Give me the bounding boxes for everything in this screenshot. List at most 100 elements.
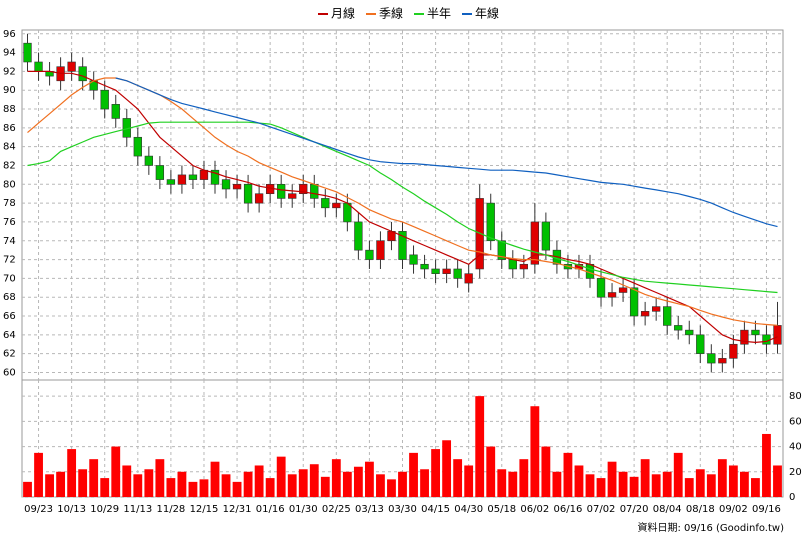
candle-body [729, 343, 738, 359]
volume-bar [254, 465, 264, 497]
y-tick-label: 96 [3, 29, 16, 40]
candle-body [144, 155, 153, 166]
y-tick-label: 66 [3, 311, 16, 322]
candle-body [409, 254, 418, 265]
volume-bar [34, 452, 43, 497]
volume-bar [728, 465, 738, 497]
volume-bar [762, 433, 771, 497]
candle-body [188, 174, 198, 180]
volume-bar [309, 464, 319, 497]
volume-bar [409, 452, 418, 497]
volume-bar [684, 478, 694, 497]
volume-bar [530, 406, 540, 497]
candle-body [254, 193, 264, 204]
candle-body [718, 358, 727, 364]
candle-body [607, 292, 617, 298]
candle-body [453, 268, 462, 279]
volume-bar [541, 446, 551, 497]
x-tick-label: 03/30 [388, 504, 417, 515]
candle-body [541, 221, 551, 251]
volume-bar [320, 476, 330, 497]
candle-body [442, 268, 451, 274]
volume-bar [651, 474, 661, 497]
volume-bar [574, 465, 584, 497]
x-tick-label: 12/31 [223, 504, 252, 515]
volume-bar [552, 471, 562, 497]
volume-bar [111, 446, 121, 497]
volume-bar [475, 396, 485, 497]
candle-body [288, 193, 297, 199]
volume-bar [695, 469, 705, 497]
volume-bar [717, 459, 727, 497]
volume-bar [23, 481, 32, 497]
candle-body [464, 273, 473, 284]
candle-body [133, 136, 142, 157]
x-tick-label: 04/30 [454, 504, 483, 515]
volume-bar [199, 479, 209, 497]
candle-body [243, 184, 253, 204]
candle-body [376, 240, 385, 260]
ma-line [27, 70, 778, 344]
candle-body [210, 169, 220, 185]
y-tick-label: 86 [3, 123, 16, 134]
x-tick-label: 04/15 [421, 504, 450, 515]
candle-body [696, 334, 705, 354]
candle-body [111, 104, 120, 119]
candle-body [685, 329, 694, 336]
candle-body [652, 306, 661, 312]
candle-body [629, 287, 639, 317]
candle-body [365, 249, 374, 260]
candle-body [773, 325, 782, 345]
volume-bar [221, 474, 231, 497]
volume-bar [155, 459, 165, 497]
candle-body [508, 259, 517, 270]
y-tick-label: 88 [3, 104, 16, 115]
volume-bar [431, 449, 440, 497]
y2-tick-label: 0 [789, 492, 795, 503]
volume-bar [188, 481, 198, 497]
x-tick-label: 12/15 [190, 504, 219, 515]
volume-bar [353, 466, 363, 497]
candle-body [354, 221, 363, 251]
y-tick-label: 78 [3, 198, 16, 209]
volume-bar [563, 452, 573, 497]
x-tick-label: 11/28 [156, 504, 185, 515]
volume-bar [177, 471, 187, 497]
volume-bar [265, 478, 275, 497]
candle-body [398, 231, 407, 260]
y-tick-label: 60 [3, 367, 16, 378]
volume-bar [618, 471, 628, 497]
y-tick-label: 74 [3, 236, 16, 247]
candle-body [199, 169, 209, 180]
candle-body [34, 61, 43, 72]
volume-bar [331, 459, 341, 497]
volume-bar [673, 452, 683, 497]
candle-body [23, 42, 32, 63]
candle-body [221, 179, 231, 190]
volume-bar [243, 471, 253, 497]
candle-body [67, 61, 76, 72]
volume-bar [751, 478, 760, 497]
candle-body [519, 263, 528, 270]
candle-body [166, 179, 176, 185]
legend-label: 月線 [331, 6, 355, 21]
volume-bar [519, 459, 529, 497]
candle-body [674, 325, 683, 331]
y2-tick-label: 20 [789, 467, 802, 478]
y-tick-label: 92 [3, 66, 16, 77]
candle-body [618, 287, 628, 293]
candle-body [177, 174, 187, 185]
volume-bar [398, 471, 407, 497]
x-tick-label: 07/02 [587, 504, 616, 515]
x-tick-label: 02/25 [322, 504, 351, 515]
y-tick-label: 64 [3, 330, 16, 341]
x-tick-label: 05/18 [487, 504, 516, 515]
candle-body [762, 334, 771, 345]
candle-body [486, 202, 495, 242]
x-tick-label: 10/29 [90, 504, 119, 515]
volume-bar [133, 474, 143, 497]
volume-bar [232, 481, 242, 497]
y-tick-label: 76 [3, 217, 16, 228]
y-tick-label: 62 [3, 349, 16, 360]
